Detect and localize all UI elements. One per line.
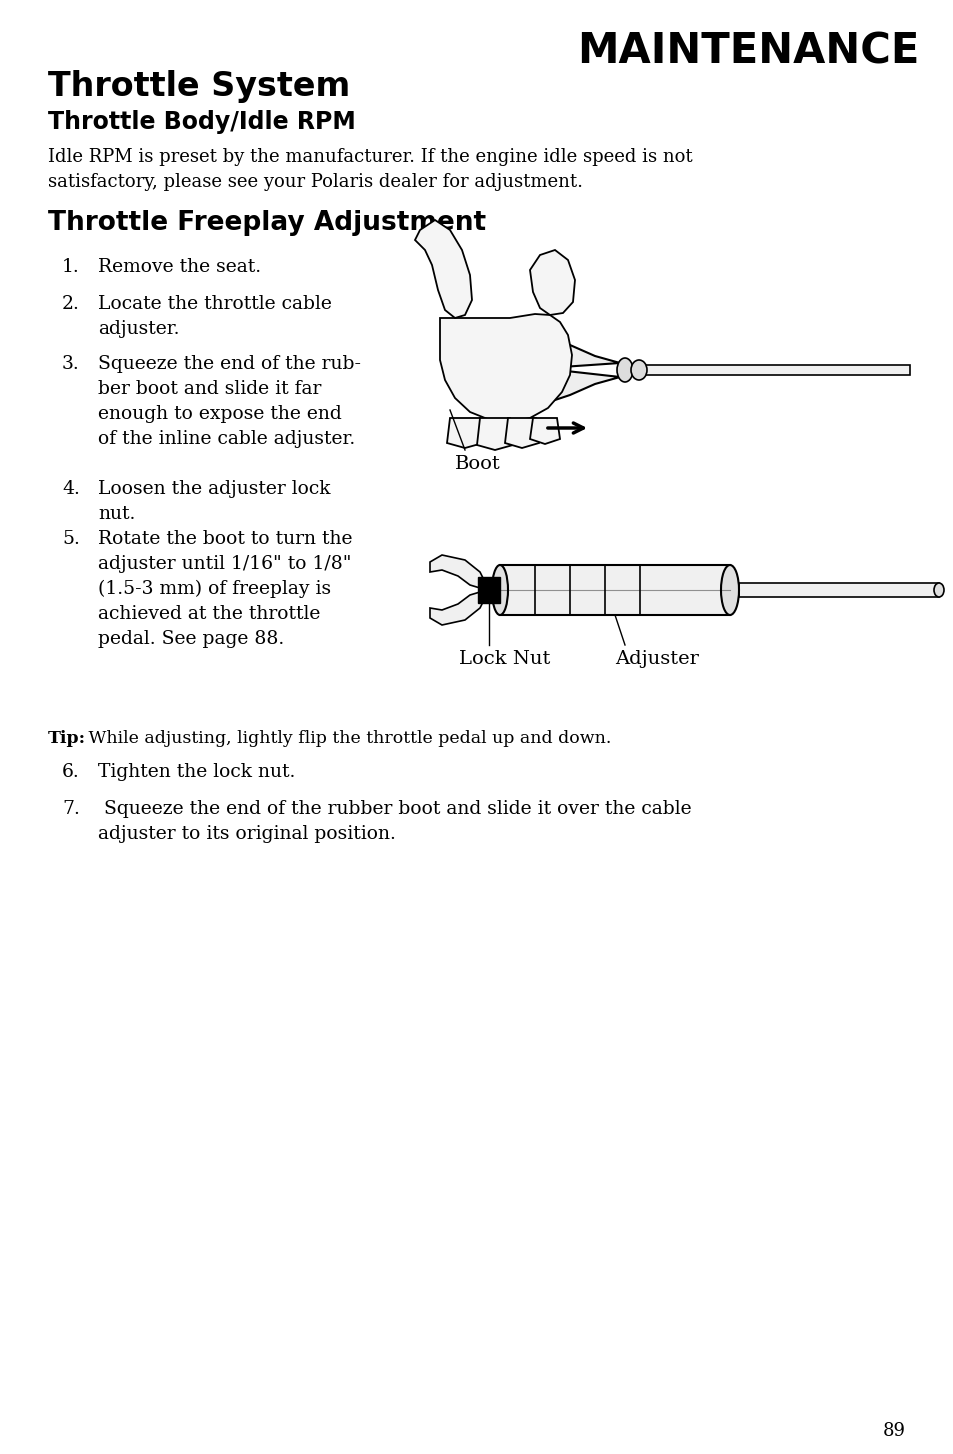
- Polygon shape: [476, 417, 513, 449]
- Text: Tighten the lock nut.: Tighten the lock nut.: [98, 763, 295, 781]
- Text: Boot: Boot: [455, 455, 500, 473]
- Bar: [739, 583, 938, 598]
- Text: Squeeze the end of the rubber boot and slide it over the cable
adjuster to its o: Squeeze the end of the rubber boot and s…: [98, 800, 691, 843]
- Text: 7.: 7.: [62, 800, 80, 819]
- Ellipse shape: [933, 583, 943, 598]
- Polygon shape: [530, 417, 559, 443]
- FancyBboxPatch shape: [619, 365, 909, 375]
- Text: 3.: 3.: [62, 355, 80, 374]
- Ellipse shape: [617, 358, 633, 382]
- Polygon shape: [444, 332, 619, 409]
- Polygon shape: [430, 555, 484, 587]
- Text: 4.: 4.: [62, 480, 80, 499]
- Ellipse shape: [492, 566, 507, 615]
- Text: While adjusting, lightly flip the throttle pedal up and down.: While adjusting, lightly flip the thrott…: [83, 730, 611, 747]
- Polygon shape: [430, 592, 484, 625]
- Bar: [499, 566, 729, 615]
- Text: 6.: 6.: [62, 763, 80, 781]
- Bar: [477, 577, 499, 603]
- Text: Adjuster: Adjuster: [615, 650, 699, 667]
- Text: 2.: 2.: [62, 295, 80, 313]
- Ellipse shape: [720, 566, 739, 615]
- Polygon shape: [504, 417, 538, 448]
- Text: Tip:: Tip:: [48, 730, 86, 747]
- Text: Throttle System: Throttle System: [48, 70, 350, 103]
- Polygon shape: [447, 417, 482, 448]
- Text: MAINTENANCE: MAINTENANCE: [577, 31, 919, 73]
- Text: 1.: 1.: [62, 257, 80, 276]
- Text: Loosen the adjuster lock
nut.: Loosen the adjuster lock nut.: [98, 480, 330, 523]
- Text: Rotate the boot to turn the
adjuster until 1/16" to 1/8"
(1.5-3 mm) of freeplay : Rotate the boot to turn the adjuster unt…: [98, 531, 352, 648]
- Text: Locate the throttle cable
adjuster.: Locate the throttle cable adjuster.: [98, 295, 332, 337]
- Text: Remove the seat.: Remove the seat.: [98, 257, 261, 276]
- Polygon shape: [439, 314, 572, 422]
- Polygon shape: [530, 250, 575, 316]
- Text: Lock Nut: Lock Nut: [458, 650, 550, 667]
- Text: 5.: 5.: [62, 531, 80, 548]
- Polygon shape: [415, 220, 472, 318]
- Ellipse shape: [630, 361, 646, 379]
- Text: Idle RPM is preset by the manufacturer. If the engine idle speed is not
satisfac: Idle RPM is preset by the manufacturer. …: [48, 148, 692, 190]
- Text: Squeeze the end of the rub-
ber boot and slide it far
enough to expose the end
o: Squeeze the end of the rub- ber boot and…: [98, 355, 360, 448]
- Text: Throttle Body/Idle RPM: Throttle Body/Idle RPM: [48, 111, 355, 134]
- Text: Throttle Freeplay Adjustment: Throttle Freeplay Adjustment: [48, 209, 486, 236]
- Text: 89: 89: [882, 1422, 905, 1439]
